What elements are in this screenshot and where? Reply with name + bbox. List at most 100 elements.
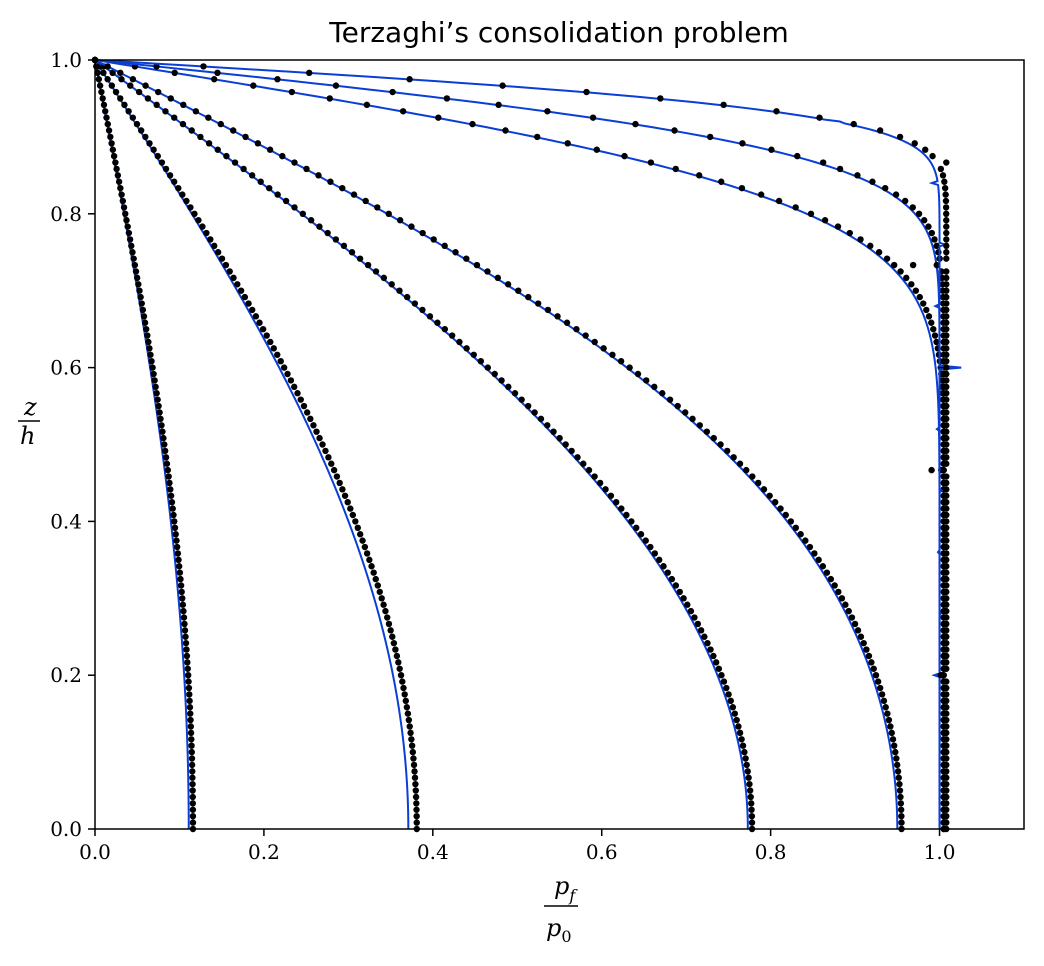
numerical-point: [389, 633, 396, 640]
numerical-point: [222, 261, 230, 269]
numerical-point: [388, 281, 395, 288]
numerical-point: [359, 537, 366, 544]
numerical-point: [291, 159, 298, 166]
numerical-point: [550, 428, 557, 435]
x-axis-label: pf p0: [544, 872, 578, 946]
numerical-point: [835, 588, 842, 596]
numerical-point: [894, 761, 901, 769]
numerical-point: [410, 761, 418, 769]
numerical-point: [943, 249, 950, 256]
numerical-point: [868, 659, 875, 666]
x-tick-label: 0.8: [755, 840, 787, 864]
numerical-point: [937, 672, 945, 679]
numerical-point: [144, 332, 151, 339]
numerical-point: [396, 287, 403, 294]
numerical-point: [531, 409, 538, 416]
numerical-point: [697, 627, 705, 634]
numerical-point: [142, 325, 150, 333]
numerical-point: [229, 127, 237, 134]
numerical-point: [167, 95, 174, 102]
numerical-point: [626, 364, 633, 371]
numerical-point: [612, 498, 620, 506]
numerical-point: [735, 723, 742, 730]
numerical-point: [564, 140, 571, 147]
numerical-point: [448, 332, 456, 339]
numerical-point: [195, 217, 202, 224]
numerical-point: [943, 492, 950, 499]
numerical-point: [694, 620, 702, 628]
numerical-point: [413, 806, 420, 813]
numerical-point: [327, 178, 334, 185]
numerical-point: [943, 691, 950, 698]
numerical-point: [943, 274, 950, 282]
numerical-point: [895, 774, 902, 781]
numerical-point: [518, 396, 525, 403]
numerical-point: [656, 556, 663, 564]
numerical-point: [189, 793, 196, 801]
numerical-point: [171, 524, 179, 532]
numerical-point: [684, 601, 691, 608]
numerical-point: [943, 678, 950, 685]
numerical-point: [920, 300, 927, 307]
numerical-point: [399, 678, 406, 685]
numerical-point: [943, 447, 950, 455]
numerical-point: [173, 543, 181, 551]
numerical-point: [637, 531, 645, 538]
numerical-point: [874, 678, 882, 685]
chart-title: Terzaghi’s consolidation problem: [328, 16, 789, 49]
numerical-point: [883, 255, 891, 262]
numerical-point: [931, 332, 939, 339]
numerical-point: [404, 710, 412, 717]
numerical-point: [241, 293, 249, 301]
numerical-point: [374, 204, 381, 211]
numerical-point: [218, 255, 226, 262]
numerical-point: [911, 140, 918, 147]
svg-text:p0: p0: [546, 914, 572, 946]
numerical-point: [885, 716, 893, 724]
numerical-point: [266, 146, 274, 153]
x-tick-label: 0.0: [79, 840, 111, 864]
numerical-point: [344, 498, 351, 506]
numerical-point: [171, 69, 178, 77]
numerical-point: [896, 787, 904, 794]
numerical-point: [882, 704, 889, 711]
numerical-point: [172, 531, 179, 538]
numerical-point: [341, 492, 349, 499]
numerical-point: [179, 120, 187, 128]
numerical-point: [175, 184, 182, 192]
numerical-point: [182, 639, 190, 647]
numerical-point: [743, 466, 750, 474]
numerical-point: [845, 607, 852, 615]
numerical-point: [928, 229, 936, 237]
numerical-point: [707, 646, 714, 653]
numerical-point: [933, 338, 940, 346]
numerical-point: [408, 223, 415, 230]
numerical-point: [930, 325, 937, 333]
numerical-point: [943, 370, 950, 378]
numerical-point: [105, 127, 113, 134]
numerical-point: [882, 184, 889, 192]
numerical-point: [135, 88, 143, 96]
numerical-point: [179, 595, 186, 602]
numerical-point: [96, 82, 104, 89]
numerical-point: [245, 300, 252, 307]
numerical-point: [743, 761, 750, 769]
numerical-point: [628, 518, 635, 525]
numerical-point: [634, 370, 642, 378]
numerical-point: [463, 345, 470, 352]
numerical-point: [161, 441, 168, 448]
numerical-point: [413, 819, 420, 826]
numerical-point: [126, 236, 134, 243]
numerical-point: [362, 197, 369, 205]
numerical-point: [757, 191, 765, 198]
numerical-point: [651, 383, 658, 391]
numerical-point: [943, 454, 950, 461]
numerical-point: [189, 774, 196, 781]
numerical-point: [354, 524, 361, 532]
numerical-point: [554, 313, 561, 320]
numerical-point: [182, 633, 189, 640]
numerical-point: [915, 210, 923, 217]
numerical-point: [135, 281, 142, 288]
numerical-point: [596, 479, 604, 487]
numerical-point: [171, 114, 178, 121]
